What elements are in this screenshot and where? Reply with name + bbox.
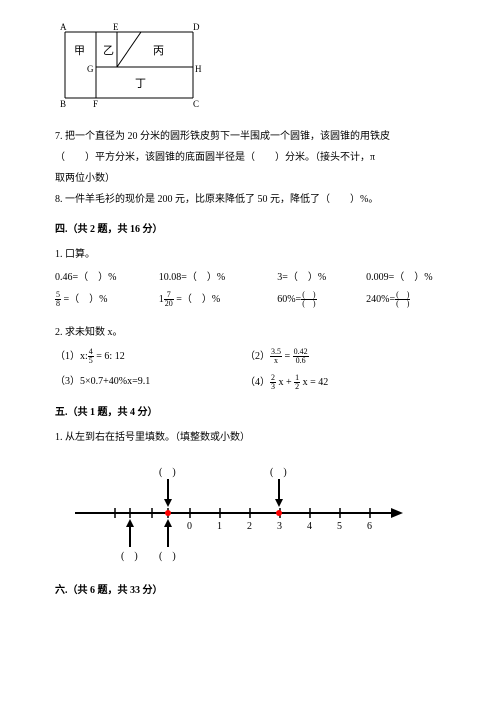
section-4-header: 四.（共 2 题，共 16 分） [55,222,455,237]
label-jia: 甲 [74,45,85,57]
diagram-svg: A E D B F C G H 甲 乙 丙 丁 [55,20,205,110]
q7-line-a: 7. 把一个直径为 20 分米的圆形铁皮剪下一半围成一个圆锥，该圆锥的用铁皮 [55,128,455,145]
eq-row-1: （1）x:45 = 6: 12 （2）3.5x = 0.420.6 [55,348,455,366]
tick-label-6: 6 [367,521,372,532]
calc-1-3: 3=（ ）% [277,270,366,285]
eq-3: （3）5×0.7+40%x=9.1 [55,374,245,392]
calc-2-4: 240%=( )( ) [366,291,455,309]
tick-label-0: 0 [187,521,192,532]
s4q1-title: 1. 口算。 [55,247,455,262]
tick-label-4: 4 [307,521,312,532]
numline-svg: ( ) ( ) 0 1 2 3 4 5 6 ( ) ( ) [55,463,415,563]
bot-bracket-2: ( ) [159,551,176,562]
q7-line-c: 取两位小数） [55,170,455,187]
calc-1-2: 10.08=（ ）% [159,270,278,285]
tick-label-3: 3 [277,521,282,532]
q8-line: 8. 一件羊毛衫的现价是 200 元，比原来降低了 50 元，降低了（ ）%。 [55,191,455,208]
bot-bracket-1: ( ) [121,551,138,562]
label-yi: 乙 [103,44,114,57]
eq-4: （4）23 x + 12 x = 42 [245,374,435,392]
number-line: ( ) ( ) 0 1 2 3 4 5 6 ( ) ( ) [55,463,455,563]
q7-line-b: （ ）平方分米，该圆锥的底面圆半径是（ ）分米。（接头不计，π [55,149,455,166]
tick-label-5: 5 [337,521,342,532]
numline-dot-1 [165,510,171,516]
tick-label-1: 1 [217,521,222,532]
calc-1-4: 0.009=（ ）% [366,270,455,285]
top-bracket-2: ( ) [270,467,287,478]
eq-row-2: （3）5×0.7+40%x=9.1 （4）23 x + 12 x = 42 [55,374,455,392]
s4q2-title: 2. 求未知数 x。 [55,325,455,340]
top-bracket-1: ( ) [159,467,176,478]
calc-2-3: 60%=( )( ) [277,291,366,309]
eq-2: （2）3.5x = 0.420.6 [245,348,435,366]
calc-2-2: 1720 =（ ）% [159,291,278,309]
numline-dot-2 [276,510,282,516]
label-c: C [193,99,199,109]
s5q1-title: 1. 从左到右在括号里填数。（填整数或小数） [55,430,455,445]
section-6-header: 六.（共 6 题，共 33 分） [55,583,455,598]
label-b: B [60,99,66,109]
label-d: D [193,22,200,32]
tick-label-2: 2 [247,521,252,532]
section-5-header: 五.（共 1 题，共 4 分） [55,405,455,420]
geometry-diagram: A E D B F C G H 甲 乙 丙 丁 [55,20,455,110]
label-g: G [87,64,94,74]
calc-row-2: 58 =（ ）% 1720 =（ ）% 60%=( )( ) 240%=( )(… [55,291,455,309]
calc-row-1: 0.46=（ ）% 10.08=（ ）% 3=（ ）% 0.009=（ ）% [55,270,455,285]
label-bing: 丙 [153,45,164,57]
eq-1: （1）x:45 = 6: 12 [55,348,245,366]
label-a: A [60,22,67,32]
calc-2-1: 58 =（ ）% [55,291,159,309]
label-h: H [195,64,202,74]
calc-1-1: 0.46=（ ）% [55,270,159,285]
label-e: E [113,22,119,32]
label-f: F [93,99,98,109]
label-ding: 丁 [135,78,146,90]
